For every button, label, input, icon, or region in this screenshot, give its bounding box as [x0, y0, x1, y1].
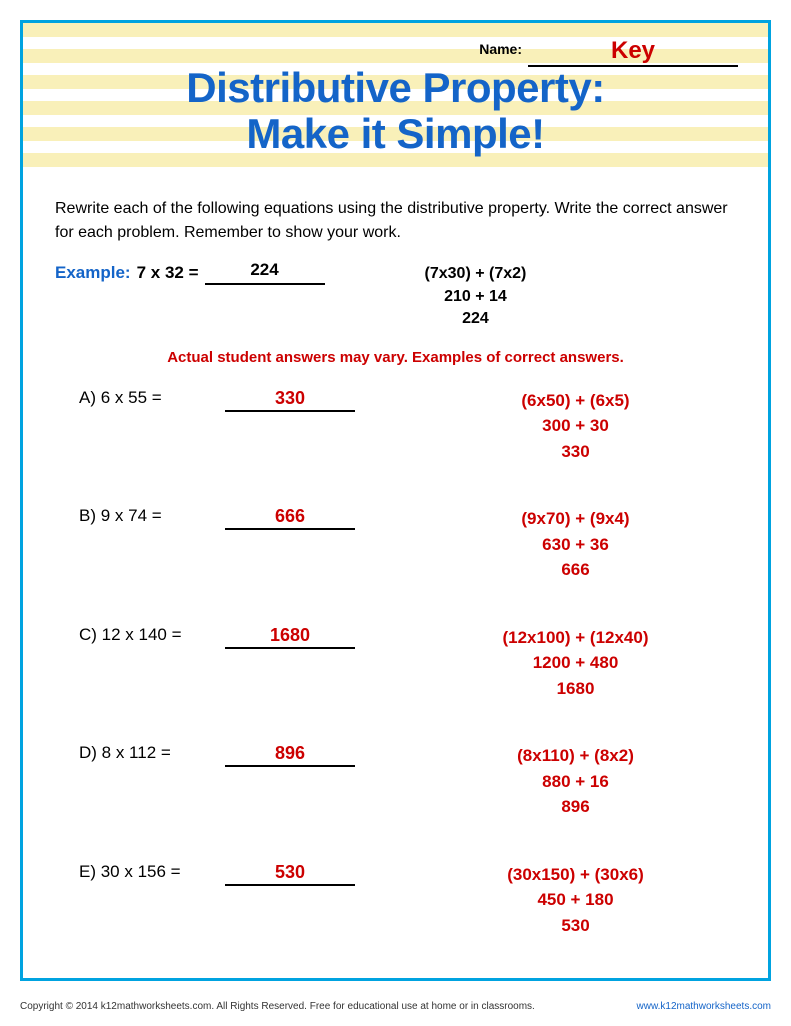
problem-d-work: (8x110) + (8x2) 880 + 16 896 — [415, 743, 736, 820]
header-band: Name: Key Distributive Property: Make it… — [23, 23, 768, 173]
page-footer: Copyright © 2014 k12mathworksheets.com. … — [20, 1001, 771, 1012]
worksheet-title: Distributive Property: Make it Simple! — [23, 65, 768, 157]
problem-a-label: A) 6 x 55 = — [55, 388, 225, 408]
name-value: Key — [528, 37, 738, 67]
problem-c-work-3: 1680 — [415, 676, 736, 702]
problem-d-answer: 896 — [225, 743, 355, 767]
example-work: (7x30) + (7x2) 210 + 14 224 — [425, 263, 527, 330]
example-left: Example: 7 x 32 = 224 — [55, 263, 325, 285]
example-work-1: (7x30) + (7x2) — [425, 263, 527, 285]
problem-a-work-2: 300 + 30 — [415, 413, 736, 439]
problem-e: E) 30 x 156 = 530 (30x150) + (30x6) 450 … — [55, 862, 736, 939]
problem-c-label: C) 12 x 140 = — [55, 625, 225, 645]
problem-a-work: (6x50) + (6x5) 300 + 30 330 — [415, 388, 736, 465]
problem-e-answer: 530 — [225, 862, 355, 886]
name-label: Name: — [479, 41, 522, 57]
problem-a-answer: 330 — [225, 388, 355, 412]
problem-c: C) 12 x 140 = 1680 (12x100) + (12x40) 12… — [55, 625, 736, 702]
problem-b-work-3: 666 — [415, 557, 736, 583]
problems-list: A) 6 x 55 = 330 (6x50) + (6x5) 300 + 30 … — [55, 388, 736, 939]
problem-d-work-2: 880 + 16 — [415, 769, 736, 795]
copyright-text: Copyright © 2014 k12mathworksheets.com. … — [20, 1001, 535, 1012]
problem-c-answer: 1680 — [225, 625, 355, 649]
variance-note: Actual student answers may vary. Example… — [55, 349, 736, 366]
problem-a: A) 6 x 55 = 330 (6x50) + (6x5) 300 + 30 … — [55, 388, 736, 465]
content-area: Rewrite each of the following equations … — [23, 173, 768, 978]
problem-b-label: B) 9 x 74 = — [55, 506, 225, 526]
problem-b-answer: 666 — [225, 506, 355, 530]
problem-b-work-2: 630 + 36 — [415, 532, 736, 558]
problem-b-work-1: (9x70) + (9x4) — [415, 506, 736, 532]
example-problem: 7 x 32 = — [137, 263, 199, 283]
problem-c-work: (12x100) + (12x40) 1200 + 480 1680 — [415, 625, 736, 702]
example-work-3: 224 — [425, 308, 527, 330]
problem-e-work: (30x150) + (30x6) 450 + 180 530 — [415, 862, 736, 939]
example-answer: 224 — [250, 260, 278, 279]
problem-e-label: E) 30 x 156 = — [55, 862, 225, 882]
instructions: Rewrite each of the following equations … — [55, 197, 736, 245]
problem-d-work-1: (8x110) + (8x2) — [415, 743, 736, 769]
problem-d-work-3: 896 — [415, 794, 736, 820]
name-row: Name: Key — [479, 33, 738, 63]
problem-b-work: (9x70) + (9x4) 630 + 36 666 — [415, 506, 736, 583]
example-row: Example: 7 x 32 = 224 (7x30) + (7x2) 210… — [55, 263, 736, 330]
title-line2: Make it Simple! — [246, 110, 544, 157]
problem-a-work-1: (6x50) + (6x5) — [415, 388, 736, 414]
problem-e-work-3: 530 — [415, 913, 736, 939]
problem-c-work-1: (12x100) + (12x40) — [415, 625, 736, 651]
problem-b: B) 9 x 74 = 666 (9x70) + (9x4) 630 + 36 … — [55, 506, 736, 583]
example-label: Example: — [55, 263, 131, 283]
problem-d: D) 8 x 112 = 896 (8x110) + (8x2) 880 + 1… — [55, 743, 736, 820]
footer-url: www.k12mathworksheets.com — [637, 1001, 772, 1012]
problem-e-work-1: (30x150) + (30x6) — [415, 862, 736, 888]
example-answer-slot: 224 — [205, 263, 325, 285]
example-work-2: 210 + 14 — [425, 286, 527, 308]
worksheet-frame: Name: Key Distributive Property: Make it… — [20, 20, 771, 981]
problem-e-work-2: 450 + 180 — [415, 887, 736, 913]
problem-c-work-2: 1200 + 480 — [415, 650, 736, 676]
problem-a-work-3: 330 — [415, 439, 736, 465]
title-line1: Distributive Property: — [186, 64, 604, 111]
problem-d-label: D) 8 x 112 = — [55, 743, 225, 763]
